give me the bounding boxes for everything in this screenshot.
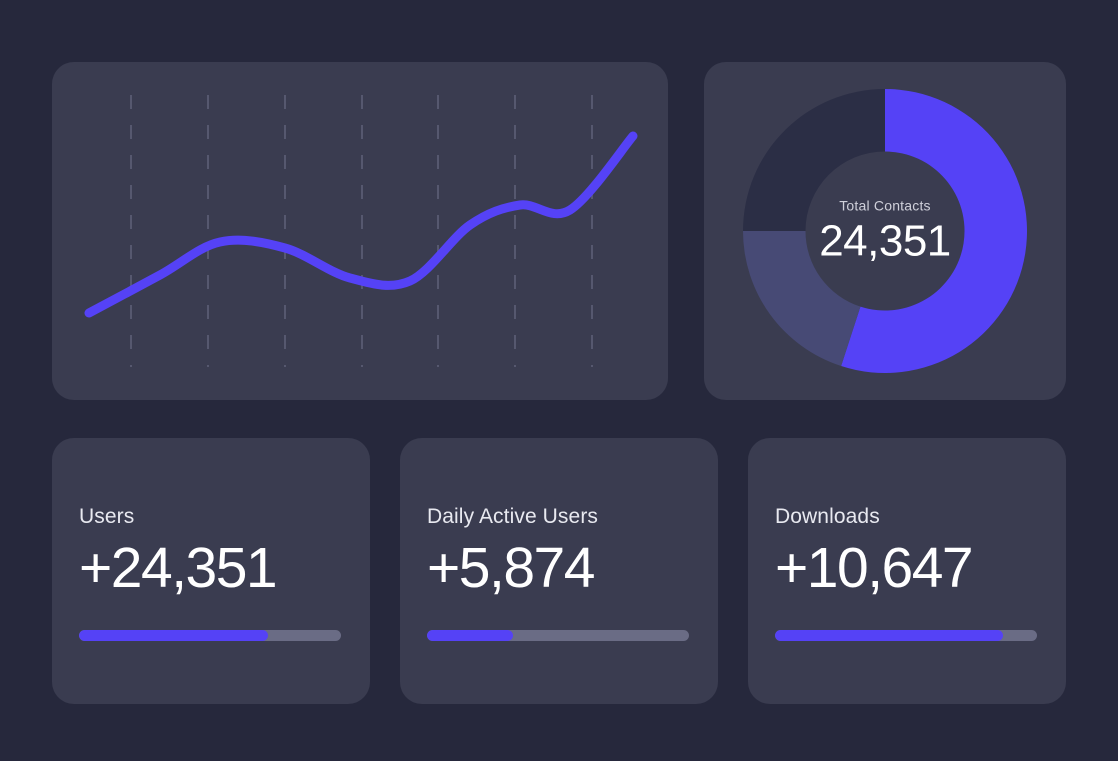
chart-gridlines xyxy=(130,95,593,367)
progress-track xyxy=(79,630,341,641)
stat-title: Downloads xyxy=(775,505,880,528)
progress-fill xyxy=(775,630,1003,641)
stat-value: +5,874 xyxy=(427,536,595,600)
stat-value: +10,647 xyxy=(775,536,974,600)
donut-chart-svg xyxy=(743,89,1027,373)
donut-slice[interactable] xyxy=(841,89,1027,373)
donut-slice[interactable] xyxy=(743,89,885,231)
stat-card-downloads[interactable]: Downloads +10,647 xyxy=(748,438,1066,704)
donut-chart-card: Total Contacts 24,351 xyxy=(704,62,1066,400)
stat-card-daily-active-users[interactable]: Daily Active Users +5,874 xyxy=(400,438,718,704)
progress-track xyxy=(775,630,1037,641)
stat-title: Daily Active Users xyxy=(427,505,599,528)
stat-title: Users xyxy=(79,505,135,528)
stat-card-users[interactable]: Users +24,351 xyxy=(52,438,370,704)
line-chart-svg xyxy=(84,95,638,367)
progress-fill xyxy=(79,630,268,641)
stat-value: +24,351 xyxy=(79,536,278,600)
donut-slices xyxy=(743,89,1027,373)
line-chart-card xyxy=(52,62,668,400)
progress-fill xyxy=(427,630,514,641)
trend-line-path xyxy=(84,131,638,318)
progress-track xyxy=(427,630,689,641)
donut-slice[interactable] xyxy=(743,231,861,367)
